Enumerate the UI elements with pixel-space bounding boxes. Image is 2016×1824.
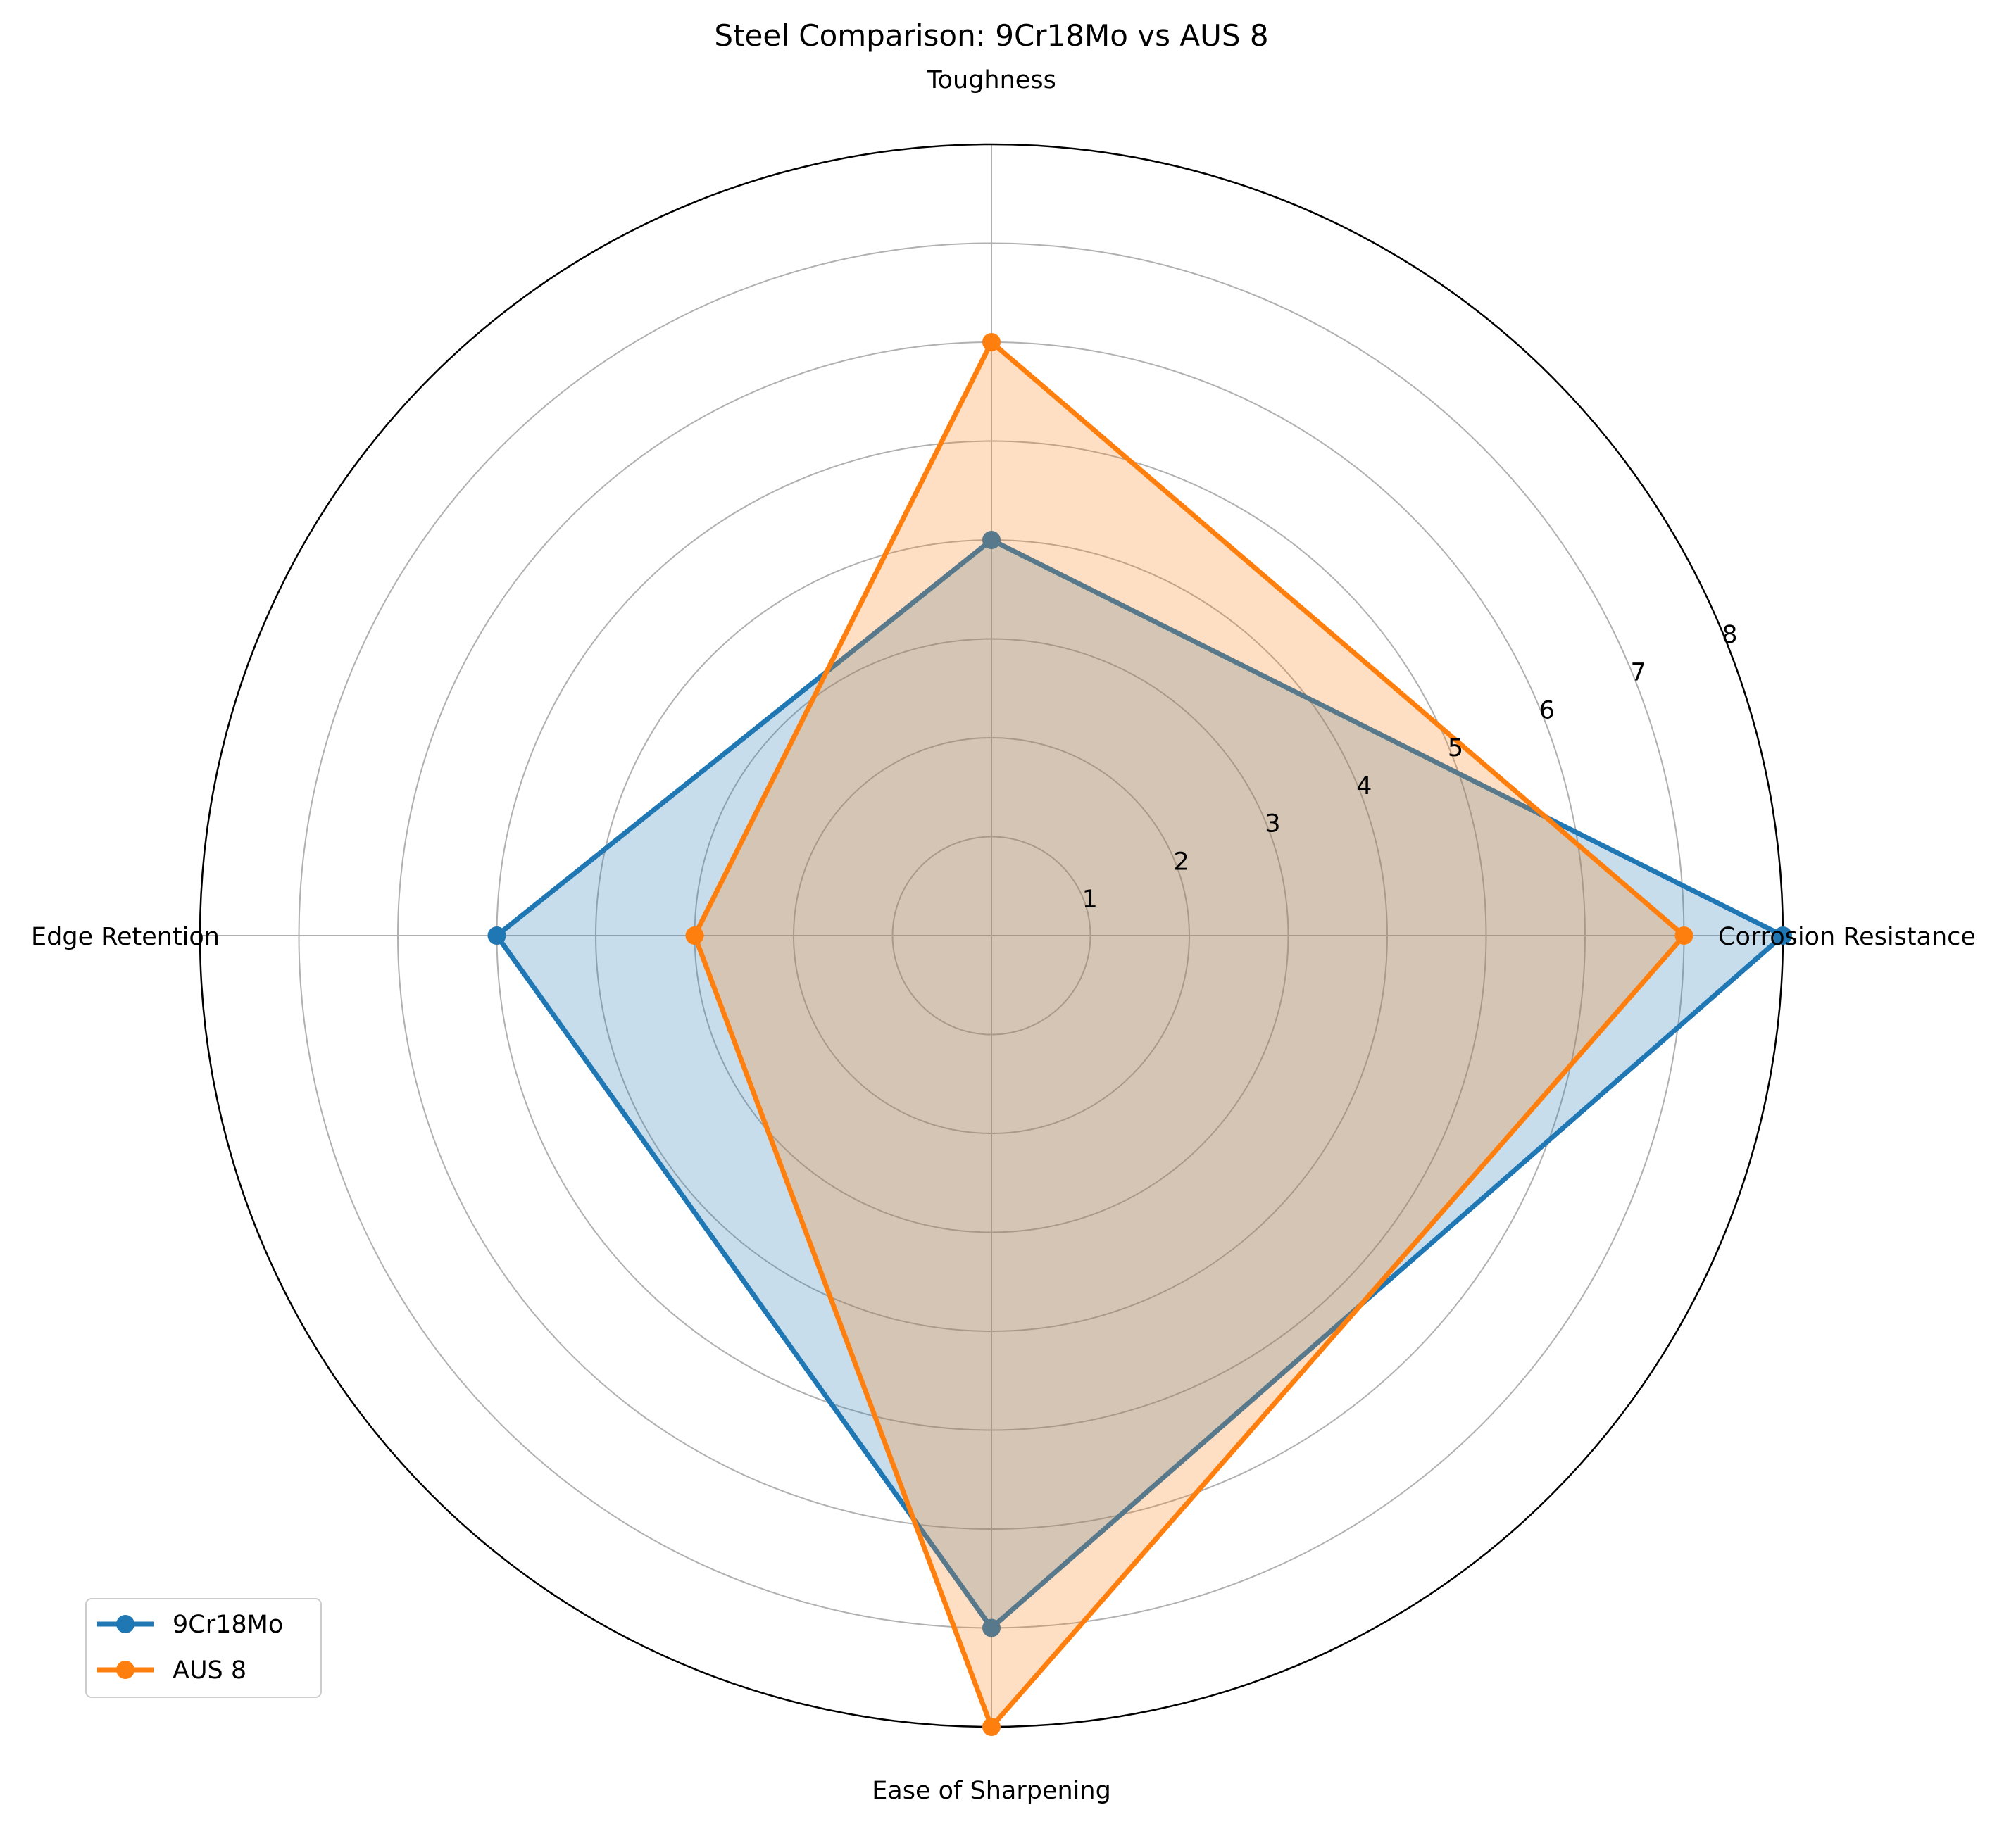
r-tick-label-3: 3	[1265, 810, 1280, 838]
r-tick-label-8: 8	[1722, 621, 1737, 649]
point-aus-8-toughness	[982, 333, 1001, 351]
r-tick-label-5: 5	[1448, 734, 1463, 762]
r-tick-label-1: 1	[1082, 886, 1098, 914]
point-aus-8-corrosion-resistance	[1674, 926, 1693, 945]
point-9cr18mo-edge-retention	[487, 926, 506, 945]
series-group	[487, 333, 1792, 1736]
point-9cr18mo-ease-of-sharpening	[982, 1618, 1001, 1637]
axis-label-ease-of-sharpening: Ease of Sharpening	[872, 1777, 1111, 1805]
r-tick-label-2: 2	[1173, 848, 1189, 876]
point-aus-8-ease-of-sharpening	[982, 1718, 1001, 1736]
r-tick-label-7: 7	[1630, 659, 1646, 687]
series-fill-9cr18mo	[496, 540, 1783, 1628]
chart-title: Steel Comparison: 9Cr18Mo vs AUS 8	[714, 18, 1268, 53]
r-tick-label-4: 4	[1356, 772, 1372, 800]
legend-label-9cr18mo: 9Cr18Mo	[173, 1611, 283, 1639]
axis-label-toughness: Toughness	[926, 66, 1056, 94]
axis-label-edge-retention: Edge Retention	[31, 923, 220, 951]
legend-label-aus-8: AUS 8	[173, 1656, 246, 1685]
legend-swatch-marker-aus-8	[116, 1661, 134, 1679]
axis-labels: 1 2 3 4 5 6 7 8 Corrosion Resistance Toughness Edg…	[31, 66, 1976, 1805]
point-9cr18mo-corrosion-resistance	[1774, 926, 1792, 945]
point-aus-8-edge-retention	[685, 926, 704, 945]
axis-label-corrosion-resistance: Corrosion Resistance	[1718, 923, 1976, 951]
point-9cr18mo-toughness	[982, 531, 1001, 549]
r-tick-label-6: 6	[1539, 696, 1555, 724]
series-fill-aus-8	[694, 342, 1684, 1727]
legend-swatch-marker-9cr18mo	[116, 1615, 134, 1633]
legend: 9Cr18Mo AUS 8	[85, 1598, 322, 1698]
